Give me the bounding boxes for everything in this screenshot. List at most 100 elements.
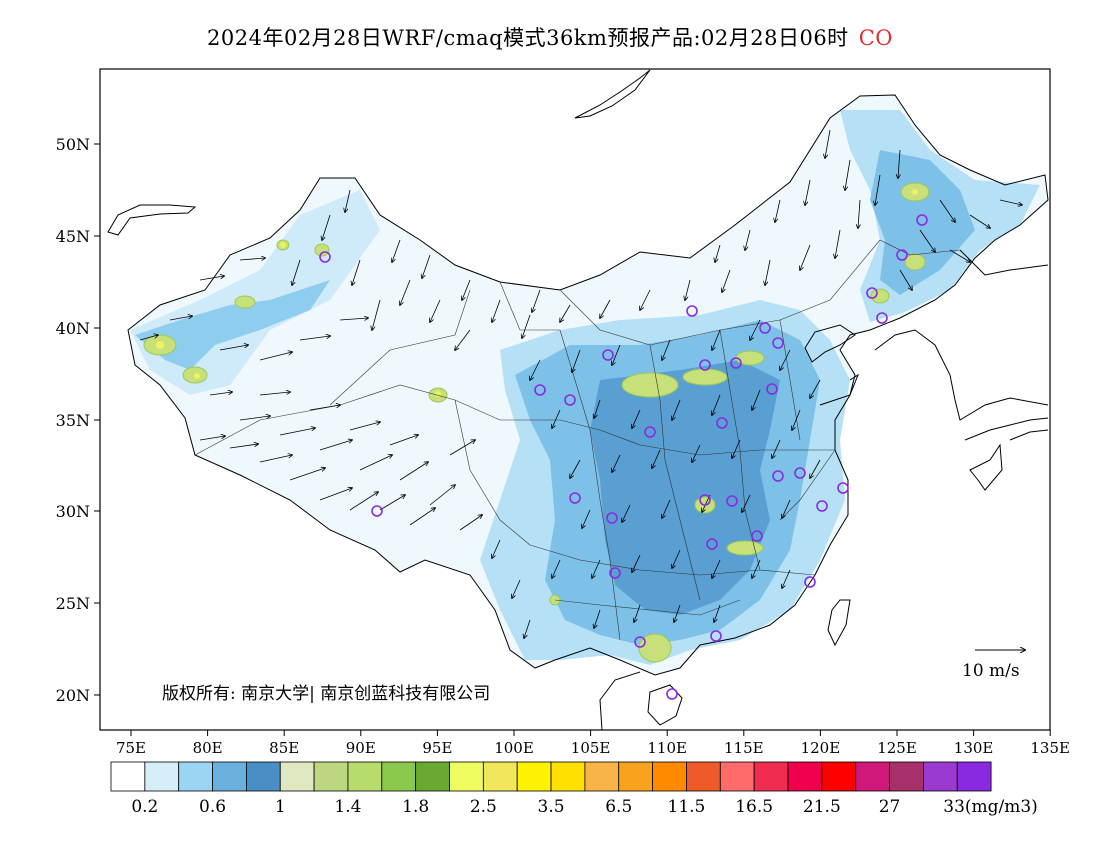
station-marker xyxy=(686,305,698,317)
legend-color-box xyxy=(956,761,992,792)
legend-color-box xyxy=(381,761,417,792)
legend-label: 0.2 xyxy=(131,797,158,817)
legend-label: 6.5 xyxy=(605,797,632,817)
legend-color-box xyxy=(923,761,958,792)
legend-color-box xyxy=(178,761,213,792)
title-species: CO xyxy=(858,26,893,50)
lon-tick-label: 110E xyxy=(647,739,687,757)
colorbar-legend: 0.2 0.6 1 1.4 1.8 2.5 3.5 6.5 11.5 16.5 21.5 27 33(m… xyxy=(110,761,1038,817)
legend-color-box xyxy=(652,761,687,792)
map-frame xyxy=(99,68,1051,731)
legend-color-box xyxy=(889,761,924,792)
station-marker xyxy=(609,567,621,579)
station-marker xyxy=(706,538,718,550)
lat-axis: 50N 45N 40N 35N 30N 25N 20N xyxy=(56,135,100,705)
lon-tick-label: 85E xyxy=(269,739,299,757)
coastlines xyxy=(107,69,1049,730)
station-marker xyxy=(759,322,771,334)
legend-label: 0.6 xyxy=(199,797,226,817)
station-marker xyxy=(730,357,742,369)
station-marker xyxy=(710,630,722,642)
map-title: 2024年02月28日WRF/cmaq模式36km预报产品:02月28日06时 C… xyxy=(0,22,1100,52)
station-marker xyxy=(564,394,576,406)
legend-label: 1.8 xyxy=(402,797,429,817)
station-marker xyxy=(837,482,849,494)
lon-tick-label: 115E xyxy=(724,739,764,757)
legend-color-box xyxy=(449,761,484,792)
lon-tick-label: 135E xyxy=(1030,739,1070,757)
station-marker xyxy=(794,467,806,479)
lon-tick-label: 130E xyxy=(954,739,994,757)
legend-color-box xyxy=(313,761,349,792)
station-marker xyxy=(534,384,546,396)
legend-color-box xyxy=(279,761,315,792)
legend-color-box xyxy=(516,761,552,792)
lon-axis: 75E 80E 85E 90E 95E 100E 105E 110E 115E 120E 125E 1… xyxy=(116,730,1070,757)
field-xinjiang-blue xyxy=(135,280,330,370)
legend-color-box xyxy=(753,761,789,792)
title-main: 2024年02月28日WRF/cmaq模式36km预报产品:02月28日06时 xyxy=(207,26,849,50)
lat-tick-label: 50N xyxy=(56,135,90,154)
copyright-text: 版权所有: 南京大学| 南京创蓝科技有限公司 xyxy=(162,684,491,704)
station-marker xyxy=(602,349,614,361)
lat-tick-label: 30N xyxy=(56,502,90,521)
legend-label: 3.5 xyxy=(538,797,565,817)
china-border xyxy=(127,94,1049,676)
legend-color-box xyxy=(719,761,755,792)
station-marker xyxy=(896,249,908,261)
lat-tick-label: 35N xyxy=(56,411,90,430)
station-marker xyxy=(666,688,678,700)
station-marker xyxy=(772,337,784,349)
legend-label: 2.5 xyxy=(470,797,497,817)
wind-reference-label: 10 m/s xyxy=(962,661,1020,681)
station-marker xyxy=(766,383,778,395)
legend-label: 1 xyxy=(275,797,286,817)
station-marker xyxy=(699,494,711,506)
station-marker xyxy=(716,417,728,429)
lon-tick-label: 95E xyxy=(422,739,452,757)
legend-color-box xyxy=(144,761,180,792)
legend-color-box xyxy=(550,761,586,792)
station-marker xyxy=(751,530,763,542)
legend-label: 33(mg/m3) xyxy=(943,797,1038,817)
legend-color-box xyxy=(415,761,450,792)
lon-tick-label: 80E xyxy=(193,739,223,757)
legend-label: 21.5 xyxy=(803,797,841,817)
legend-color-box xyxy=(482,761,518,792)
station-marker xyxy=(816,500,828,512)
station-marker xyxy=(876,312,888,324)
station-marker xyxy=(606,512,618,524)
legend-color-box xyxy=(821,761,857,792)
station-marker xyxy=(569,492,581,504)
lon-tick-label: 100E xyxy=(494,739,534,757)
legend-label: 27 xyxy=(879,797,901,817)
station-marker xyxy=(644,426,656,438)
legend-color-box xyxy=(110,761,146,792)
field-ne-blue xyxy=(870,150,975,295)
legend-color-box xyxy=(855,761,890,792)
legend-color-box xyxy=(584,761,620,792)
legend-color-box xyxy=(347,761,383,792)
legend-color-box xyxy=(618,761,653,792)
legend-label: 1.4 xyxy=(334,797,361,817)
station-marker xyxy=(726,495,738,507)
station-marker xyxy=(699,359,711,371)
legend-color-box xyxy=(212,761,247,792)
lat-tick-label: 20N xyxy=(56,686,90,705)
lon-tick-label: 105E xyxy=(571,739,611,757)
lat-tick-label: 25N xyxy=(56,594,90,613)
legend-color-box xyxy=(686,761,721,792)
hotspot-cores xyxy=(156,189,918,397)
station-marker xyxy=(866,287,878,299)
legend-color-box xyxy=(787,761,823,792)
station-marker xyxy=(772,470,784,482)
legend-label: 16.5 xyxy=(735,797,773,817)
legend-label: 11.5 xyxy=(668,797,706,817)
station-markers xyxy=(319,214,928,700)
station-marker xyxy=(634,636,646,648)
station-marker xyxy=(804,576,816,588)
wind-vectors xyxy=(139,129,1022,638)
legend-color-box xyxy=(245,761,281,792)
lon-tick-label: 125E xyxy=(877,739,917,757)
